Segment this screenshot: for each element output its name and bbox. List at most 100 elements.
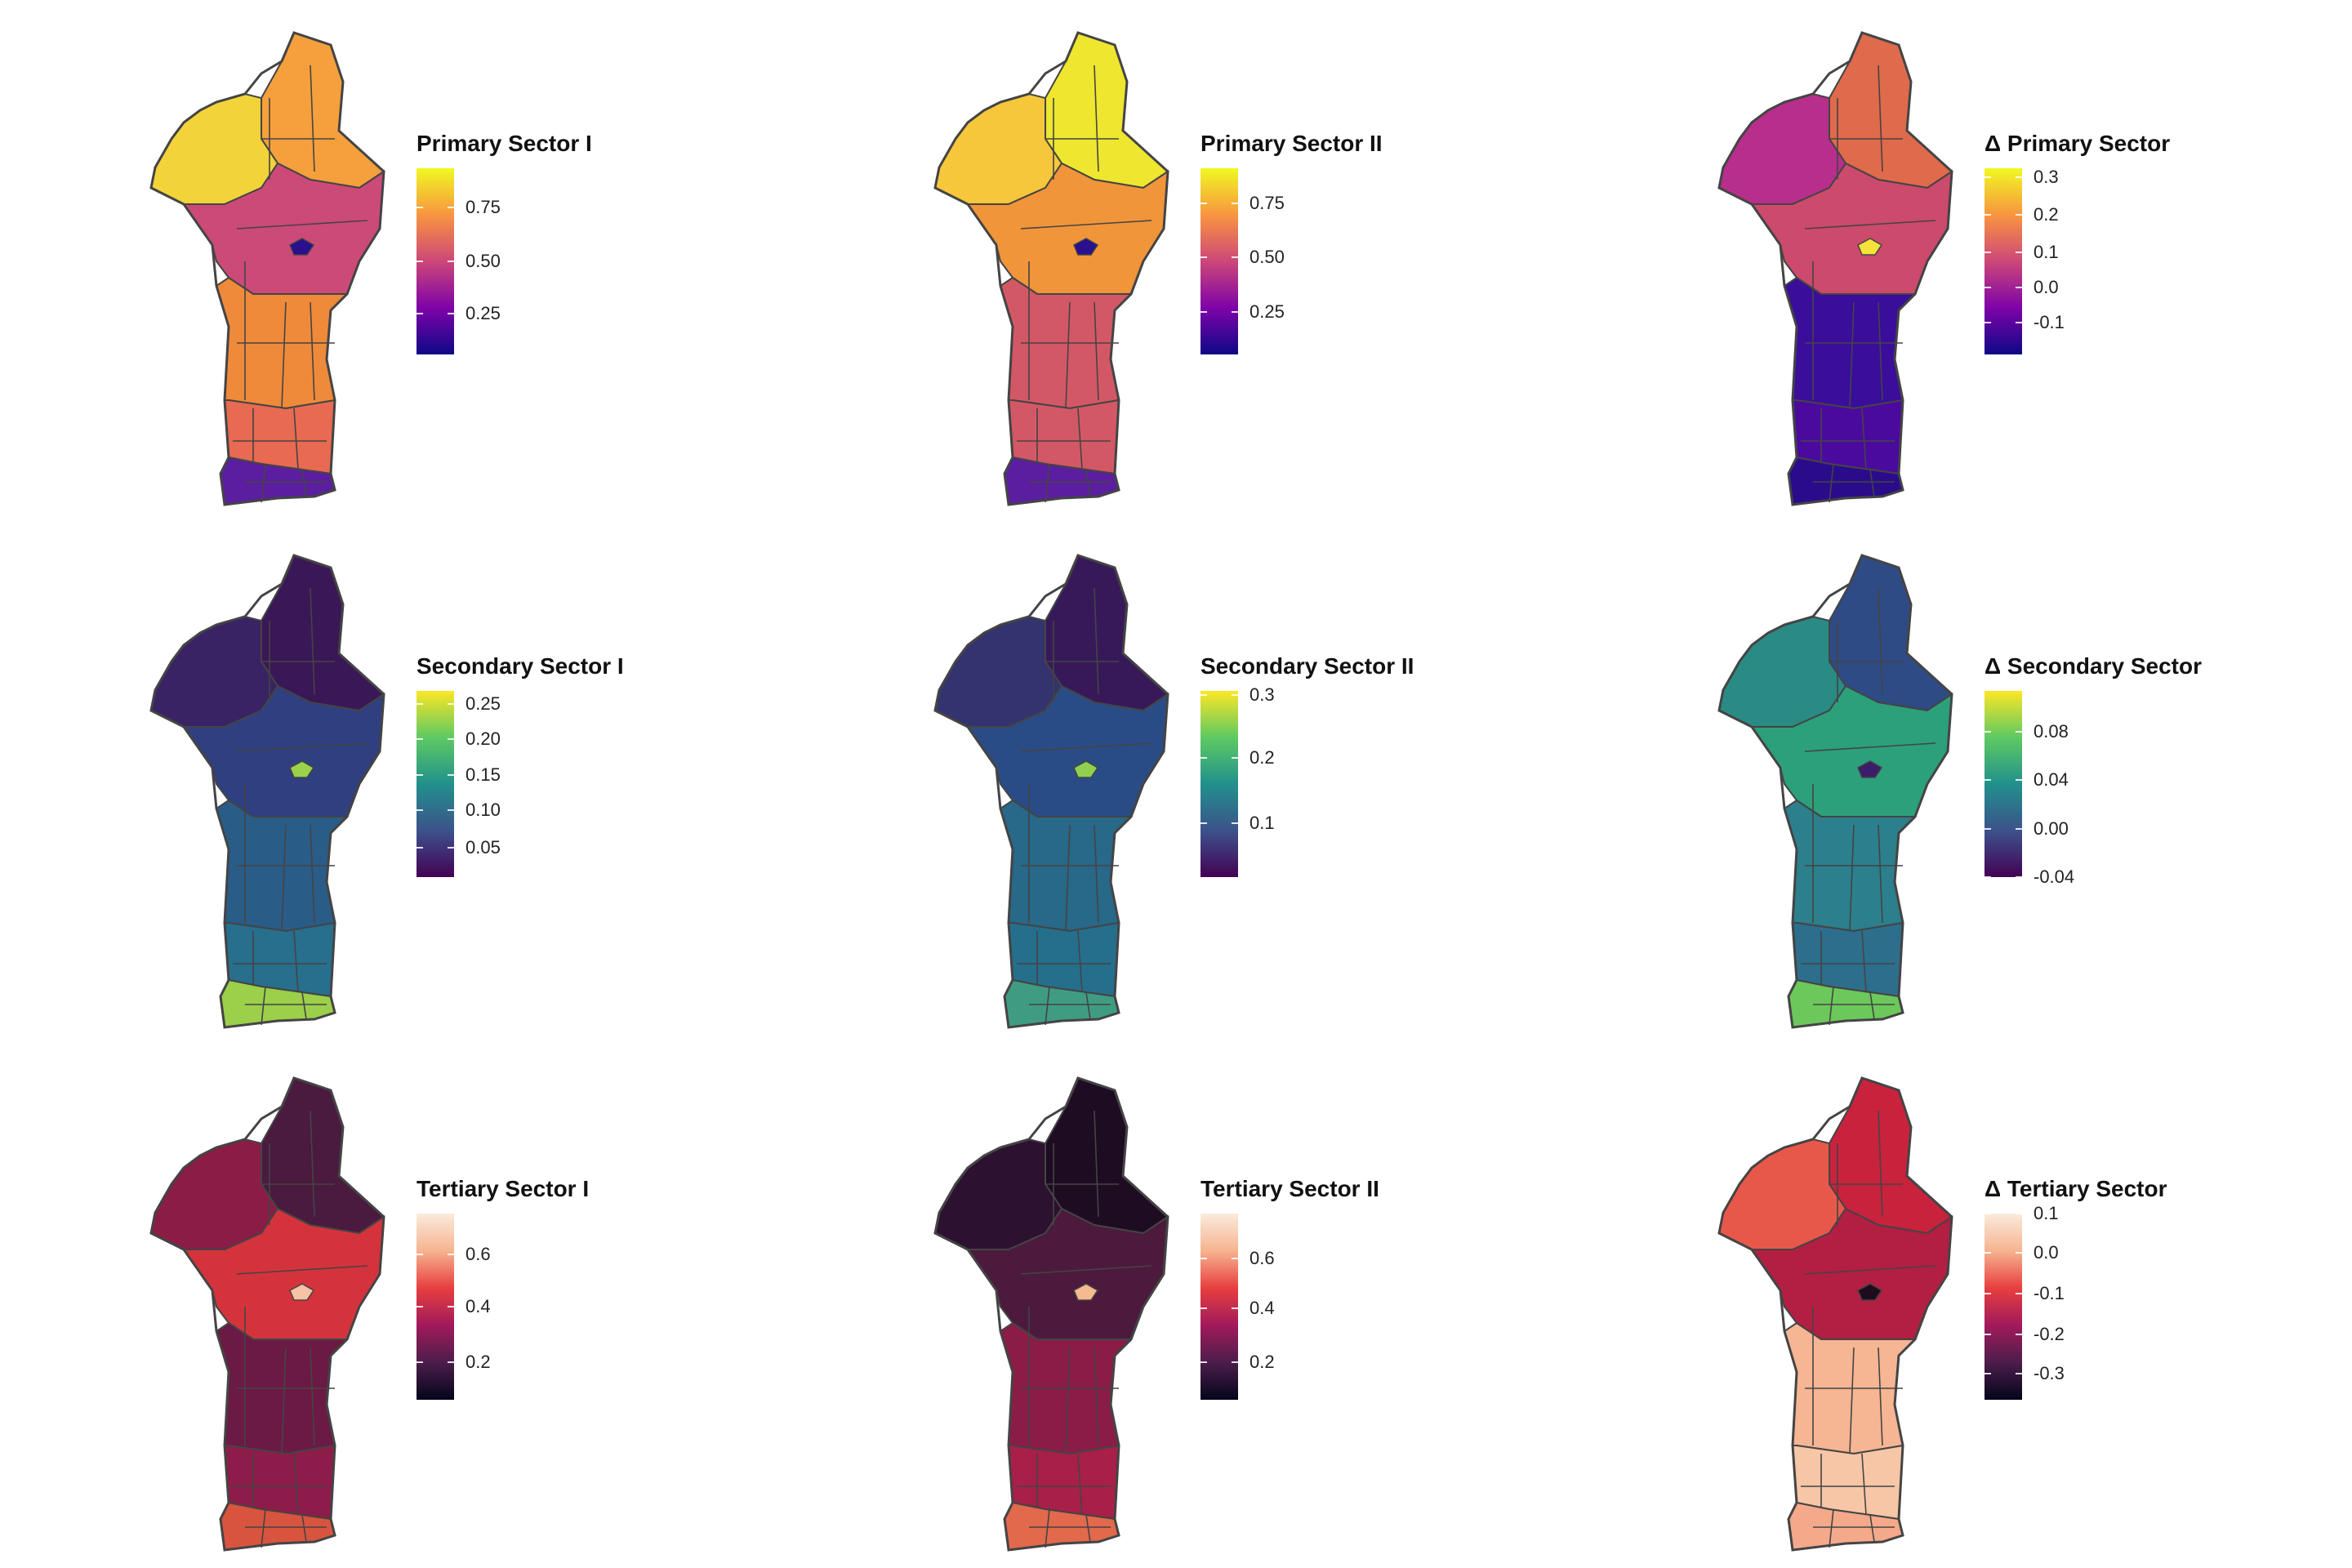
legend-title: Secondary Sector I <box>416 653 624 679</box>
colorbar-tick-label: 0.6 <box>466 1244 491 1265</box>
choropleth-map <box>933 554 1169 1029</box>
district-border <box>1829 986 1834 1026</box>
district-border <box>1065 301 1071 409</box>
colorbar <box>1984 168 2022 354</box>
colorbar-tick-label: 0.75 <box>466 196 501 217</box>
district-border <box>1878 301 1883 401</box>
colorbar-tick-label: 0.1 <box>2034 1203 2059 1223</box>
district-border <box>310 301 315 401</box>
district-border <box>310 65 315 172</box>
colorbar-tick-label: 0.04 <box>2034 769 2069 791</box>
district-border <box>293 408 299 470</box>
colorbar-tick-label: 0.1 <box>1250 812 1275 833</box>
region-northwest <box>933 1138 1063 1250</box>
colorbar <box>1200 691 1238 877</box>
country-outline <box>149 554 385 1029</box>
choropleth-map <box>149 1076 385 1552</box>
district-border <box>1878 65 1883 172</box>
colorbar-tick-label: 0.05 <box>466 836 501 858</box>
district-border <box>1869 1514 1875 1543</box>
colorbar-tick-label: 0.2 <box>1250 1352 1275 1373</box>
map-panel-secondary-2: Secondary Sector II 0.3 0.2 0.1 <box>784 523 1568 1045</box>
district-border <box>1077 930 1083 993</box>
country-outline <box>1717 554 1953 1029</box>
district-border <box>1045 463 1050 503</box>
map-panel-tertiary-2: Tertiary Sector II 0.6 0.4 0.2 <box>784 1045 1568 1568</box>
district-border <box>1094 587 1099 695</box>
district-border <box>1094 824 1099 924</box>
district-border <box>1085 1514 1091 1543</box>
district-border <box>1861 930 1867 993</box>
district-border <box>1878 587 1883 695</box>
district-border <box>281 301 287 409</box>
colorbar-tick-label: 0.08 <box>2034 721 2069 742</box>
district-border <box>310 1347 315 1446</box>
colorbar-tick-label: 0.3 <box>1250 684 1275 705</box>
country-outline <box>1717 31 1953 506</box>
district-border <box>1861 1453 1867 1516</box>
choropleth-map <box>933 1076 1169 1552</box>
colorbar-tick-label: 0.25 <box>1250 301 1285 322</box>
colorbar <box>1984 691 2022 877</box>
colorbar-tick-label: -0.1 <box>2034 312 2065 333</box>
district-border <box>1878 824 1883 924</box>
district-border <box>1020 1265 1152 1275</box>
colorbar-legend: Tertiary Sector I 0.6 0.4 0.2 <box>416 1176 710 1437</box>
map-panel-primary-delta: Δ Primary Sector 0.3 0.2 0.1 0.0 -0.1 <box>1568 0 2352 523</box>
district-border <box>1804 1265 1936 1275</box>
colorbar-tick-label: 0.1 <box>2034 241 2059 262</box>
colorbar-tick-label: 0.75 <box>1250 193 1285 214</box>
colorbar-tick-label: 0.25 <box>466 693 501 714</box>
district-border <box>261 986 266 1026</box>
colorbar-tick-label: 0.25 <box>466 302 501 323</box>
district-border <box>301 991 307 1020</box>
region-highlight <box>289 238 315 256</box>
region-northwest <box>1717 1138 1847 1250</box>
district-border <box>1085 991 1091 1020</box>
choropleth-map <box>149 554 385 1029</box>
district-border <box>1804 742 1936 752</box>
colorbar <box>416 691 454 877</box>
district-border <box>281 1347 287 1454</box>
region-highlight <box>1073 1283 1099 1301</box>
district-border <box>236 742 368 752</box>
map-panel-secondary-1: Secondary Sector I 0.25 0.20 0.15 0.10 0.05 <box>0 523 784 1045</box>
map-panel-primary-1: Primary Sector I 0.75 0.50 0.25 <box>0 0 784 523</box>
district-border <box>1861 408 1867 470</box>
colorbar-tick-label: 0.2 <box>466 1352 491 1373</box>
district-border <box>1849 301 1855 409</box>
district-border <box>1045 1508 1050 1548</box>
district-border <box>1878 1110 1883 1218</box>
district-border <box>301 1514 307 1543</box>
district-border <box>1020 220 1152 229</box>
colorbar-legend: Primary Sector II 0.75 0.50 0.25 <box>1200 131 1494 392</box>
colorbar-tick-label: 0.50 <box>1250 247 1285 268</box>
region-highlight <box>1857 1283 1883 1301</box>
region-northwest <box>149 1138 279 1250</box>
district-border <box>261 463 266 503</box>
district-border <box>1094 1110 1099 1218</box>
district-border <box>301 469 307 497</box>
district-border <box>1085 469 1091 497</box>
region-northwest <box>1717 615 1847 728</box>
colorbar-legend: Δ Tertiary Sector 0.1 0.0 -0.1 -0.2 -0.3 <box>1984 1176 2278 1437</box>
colorbar-legend: Δ Secondary Sector 0.08 0.04 0.00 -0.04 <box>1984 653 2278 915</box>
colorbar-tick-label: 0.0 <box>2034 1241 2059 1263</box>
map-panel-tertiary-delta: Δ Tertiary Sector 0.1 0.0 -0.1 -0.2 -0.3 <box>1568 1045 2352 1568</box>
colorbar-tick-label: -0.3 <box>2034 1363 2065 1384</box>
country-outline <box>933 554 1169 1029</box>
region-highlight <box>1857 238 1883 256</box>
colorbar <box>1984 1214 2022 1400</box>
region-highlight <box>1857 760 1883 778</box>
district-border <box>293 930 299 993</box>
colorbar-legend: Tertiary Sector II 0.6 0.4 0.2 <box>1200 1176 1494 1437</box>
legend-title: Primary Sector II <box>1200 131 1383 156</box>
colorbar <box>1200 1214 1238 1400</box>
choropleth-map <box>1717 1076 1953 1552</box>
colorbar-legend: Secondary Sector I 0.25 0.20 0.15 0.10 0.05 <box>416 653 710 915</box>
legend-title: Δ Secondary Sector <box>1984 653 2202 679</box>
district-border <box>293 1453 299 1516</box>
district-border <box>310 1110 315 1218</box>
legend-title: Primary Sector I <box>416 131 592 156</box>
region-northwest <box>933 92 1063 205</box>
